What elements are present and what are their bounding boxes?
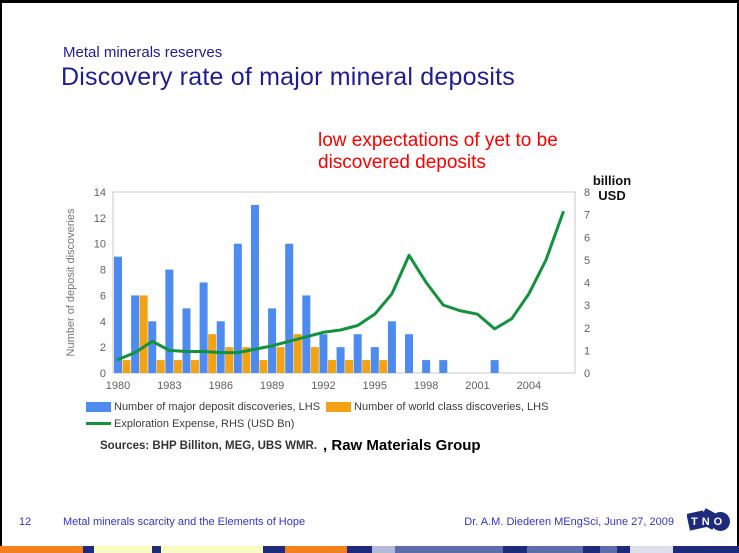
sources-line: Sources: BHP Billiton, MEG, UBS WMR. , Ra…: [100, 437, 481, 454]
strip-segment: [395, 546, 503, 553]
footer-title: Metal minerals scarcity and the Elements…: [63, 516, 306, 528]
svg-text:2004: 2004: [517, 380, 541, 392]
blue-bar-swatch-icon: [86, 401, 111, 412]
green-line-swatch-icon: [86, 422, 111, 425]
svg-text:3: 3: [584, 300, 590, 312]
legend-row-2: Exploration Expense, RHS (USD Bn): [86, 415, 646, 432]
svg-text:8: 8: [100, 265, 106, 277]
strip-segment: [152, 546, 161, 553]
legend-item-expense: Exploration Expense, RHS (USD Bn): [86, 418, 294, 430]
svg-text:1983: 1983: [157, 380, 181, 392]
svg-text:7: 7: [584, 210, 590, 222]
slide-border-right: [737, 0, 739, 546]
strip-segment: [527, 546, 583, 553]
strip-segment: [161, 546, 263, 553]
svg-text:1: 1: [584, 345, 590, 357]
strip-segment: [372, 546, 395, 553]
slide-border-top: [0, 0, 739, 3]
slide-subtitle: Metal minerals reserves: [63, 44, 223, 61]
svg-text:6: 6: [100, 290, 106, 302]
svg-text:0: 0: [100, 368, 106, 380]
strip-segment: [263, 546, 285, 553]
bottom-color-strip: [0, 546, 739, 553]
sources-small: Sources: BHP Billiton, MEG, UBS WMR.: [100, 440, 318, 452]
svg-text:1998: 1998: [414, 380, 438, 392]
strip-segment: [347, 546, 372, 553]
svg-text:6: 6: [584, 232, 590, 244]
discovery-chart: 0 2 4 6 8 10 12 14 0 1 2 3 4 5 6 7 8 1980 1983 1986 1989 1992…: [60, 172, 645, 397]
legend-label-major: Number of major deposit discoveries, LHS: [114, 400, 321, 413]
svg-text:14: 14: [94, 187, 106, 199]
legend-item-worldclass: Number of world class discoveries, LHS: [326, 401, 548, 413]
strip-segment: [673, 546, 739, 553]
right-axis-title-line1: billion: [592, 173, 632, 188]
svg-text:2001: 2001: [465, 380, 489, 392]
svg-text:8: 8: [584, 187, 590, 199]
annotation-line1: low expectations of yet to be: [318, 130, 558, 151]
svg-text:1986: 1986: [208, 380, 232, 392]
svg-text:1995: 1995: [363, 380, 387, 392]
strip-segment: [503, 546, 527, 553]
slide-title: Discovery rate of major mineral deposits: [61, 63, 515, 91]
strip-segment: [583, 546, 600, 553]
legend-label-worldclass: Number of world class discoveries, LHS: [354, 400, 549, 413]
orange-bar-swatch-icon: [326, 401, 352, 412]
sources-big: , Raw Materials Group: [323, 437, 481, 454]
legend-label-expense: Exploration Expense, RHS (USD Bn): [114, 417, 295, 430]
svg-text:4: 4: [584, 278, 590, 290]
strip-segment: [630, 546, 673, 553]
svg-text:12: 12: [94, 213, 106, 225]
svg-text:TNO: TNO: [691, 516, 726, 528]
strip-segment: [617, 546, 630, 553]
strip-segment: [0, 546, 83, 553]
strip-segment: [600, 546, 617, 553]
chart-legend: Number of major deposit discoveries, LHS…: [86, 398, 646, 432]
svg-text:2: 2: [584, 323, 590, 335]
strip-segment: [94, 546, 152, 553]
svg-text:Number of deposit discoveries: Number of deposit discoveries: [65, 208, 77, 356]
right-axis-title: billion USD: [586, 173, 638, 203]
page-number: 12: [19, 516, 32, 528]
slide-border-left: [0, 0, 2, 546]
footer-author-date: Dr. A.M. Diederen MEngSci, June 27, 2009: [464, 516, 674, 528]
tno-logo-icon: TNO: [687, 508, 730, 531]
svg-text:4: 4: [100, 316, 106, 328]
annotation-text: low expectations of yet to be discovered…: [318, 130, 558, 174]
svg-text:1980: 1980: [106, 380, 130, 392]
right-axis-title-line2: USD: [598, 188, 626, 203]
svg-text:2: 2: [100, 342, 106, 354]
svg-text:5: 5: [584, 255, 590, 267]
svg-text:1989: 1989: [260, 380, 284, 392]
svg-text:0: 0: [584, 368, 590, 380]
svg-text:10: 10: [94, 239, 106, 251]
strip-segment: [83, 546, 94, 553]
svg-text:1992: 1992: [311, 380, 335, 392]
strip-segment: [285, 546, 347, 553]
annotation-line2: discovered deposits: [318, 152, 486, 173]
legend-item-major: Number of major deposit discoveries, LHS: [86, 401, 320, 413]
legend-row-1: Number of major deposit discoveries, LHS…: [86, 398, 646, 415]
